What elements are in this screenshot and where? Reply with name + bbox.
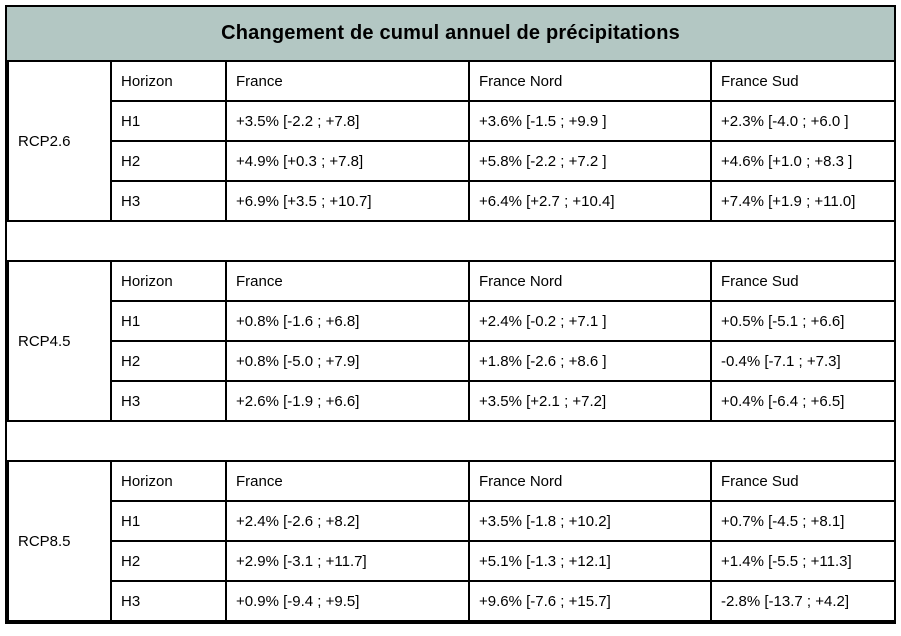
value-cell-france: +0.9% [-9.4 ; +9.5] <box>225 580 470 622</box>
horizon-cell: H2 <box>110 540 227 582</box>
column-header-france-nord: France Nord <box>468 460 712 502</box>
value-cell-france-sud: -0.4% [-7.1 ; +7.3] <box>710 340 896 382</box>
data-row: H3 +6.9% [+3.5 ; +10.7] +6.4% [+2.7 ; +10.… <box>8 180 896 222</box>
value-cell-france-sud: +4.6% [+1.0 ; +8.3 ] <box>710 140 896 182</box>
precipitation-change-table: Changement de cumul annuel de précipitat… <box>5 5 896 624</box>
scenario-table-rcp4-5: RCP4.5 Horizon France France Nord France Sud… <box>7 260 896 422</box>
column-header-france: France <box>225 460 470 502</box>
value-cell-france-nord: +6.4% [+2.7 ; +10.4] <box>468 180 712 222</box>
horizon-cell: H1 <box>110 500 227 542</box>
value-cell-france: +2.6% [-1.9 ; +6.6] <box>225 380 470 422</box>
section-gap <box>7 422 894 460</box>
scenario-table-rcp2-6: RCP2.6 Horizon France France Nord France Sud… <box>7 60 896 222</box>
data-row: H2 +2.9% [-3.1 ; +11.7] +5.1% [-1.3 ; +12.… <box>8 540 896 582</box>
data-row: H2 +0.8% [-5.0 ; +7.9] +1.8% [-2.6 ; +8.6 … <box>8 340 896 382</box>
value-cell-france-sud: +7.4% [+1.9 ; +11.0] <box>710 180 896 222</box>
horizon-cell: H2 <box>110 140 227 182</box>
scenario-label: RCP8.5 <box>7 460 112 622</box>
value-cell-france: +3.5% [-2.2 ; +7.8] <box>225 100 470 142</box>
data-row: H1 +2.4% [-2.6 ; +8.2] +3.5% [-1.8 ; +10.2… <box>8 500 896 542</box>
value-cell-france-sud: -2.8% [-13.7 ; +4.2] <box>710 580 896 622</box>
column-header-france-sud: France Sud <box>710 460 896 502</box>
value-cell-france: +0.8% [-5.0 ; +7.9] <box>225 340 470 382</box>
data-row: H3 +2.6% [-1.9 ; +6.6] +3.5% [+2.1 ; +7.2]… <box>8 380 896 422</box>
horizon-cell: H1 <box>110 300 227 342</box>
column-header-france-nord: France Nord <box>468 60 712 102</box>
data-row: H3 +0.9% [-9.4 ; +9.5] +9.6% [-7.6 ; +15.7… <box>8 580 896 622</box>
value-cell-france-nord: +3.5% [-1.8 ; +10.2] <box>468 500 712 542</box>
value-cell-france-nord: +2.4% [-0.2 ; +7.1 ] <box>468 300 712 342</box>
horizon-cell: H3 <box>110 580 227 622</box>
column-header-france-sud: France Sud <box>710 60 896 102</box>
scenario-table-rcp8-5: RCP8.5 Horizon France France Nord France Sud… <box>7 460 896 622</box>
column-header-france-nord: France Nord <box>468 260 712 302</box>
scenario-label: RCP4.5 <box>7 260 112 422</box>
value-cell-france-sud: +2.3% [-4.0 ; +6.0 ] <box>710 100 896 142</box>
horizon-cell: H2 <box>110 340 227 382</box>
column-header-horizon: Horizon <box>110 460 227 502</box>
header-row: RCP4.5 Horizon France France Nord France Sud <box>7 260 896 422</box>
value-cell-france-sud: +0.7% [-4.5 ; +8.1] <box>710 500 896 542</box>
sections-container: RCP2.6 Horizon France France Nord France Sud… <box>7 60 896 622</box>
table-title: Changement de cumul annuel de précipitat… <box>7 7 894 60</box>
horizon-cell: H3 <box>110 380 227 422</box>
value-cell-france: +4.9% [+0.3 ; +7.8] <box>225 140 470 182</box>
value-cell-france: +2.4% [-2.6 ; +8.2] <box>225 500 470 542</box>
value-cell-france: +6.9% [+3.5 ; +10.7] <box>225 180 470 222</box>
column-header-france: France <box>225 60 470 102</box>
column-header-horizon: Horizon <box>110 60 227 102</box>
value-cell-france-nord: +5.1% [-1.3 ; +12.1] <box>468 540 712 582</box>
value-cell-france-sud: +1.4% [-5.5 ; +11.3] <box>710 540 896 582</box>
horizon-cell: H3 <box>110 180 227 222</box>
column-header-france: France <box>225 260 470 302</box>
data-row: H1 +3.5% [-2.2 ; +7.8] +3.6% [-1.5 ; +9.9 … <box>8 100 896 142</box>
value-cell-france-sud: +0.4% [-6.4 ; +6.5] <box>710 380 896 422</box>
value-cell-france: +2.9% [-3.1 ; +11.7] <box>225 540 470 582</box>
header-row: RCP2.6 Horizon France France Nord France Sud <box>7 60 896 222</box>
value-cell-france-nord: +9.6% [-7.6 ; +15.7] <box>468 580 712 622</box>
column-header-france-sud: France Sud <box>710 260 896 302</box>
data-row: H1 +0.8% [-1.6 ; +6.8] +2.4% [-0.2 ; +7.1 … <box>8 300 896 342</box>
value-cell-france-nord: +3.5% [+2.1 ; +7.2] <box>468 380 712 422</box>
column-header-horizon: Horizon <box>110 260 227 302</box>
value-cell-france-nord: +1.8% [-2.6 ; +8.6 ] <box>468 340 712 382</box>
data-row: H2 +4.9% [+0.3 ; +7.8] +5.8% [-2.2 ; +7.2 … <box>8 140 896 182</box>
scenario-label: RCP2.6 <box>7 60 112 222</box>
value-cell-france: +0.8% [-1.6 ; +6.8] <box>225 300 470 342</box>
header-row: RCP8.5 Horizon France France Nord France Sud <box>7 460 896 622</box>
value-cell-france-nord: +5.8% [-2.2 ; +7.2 ] <box>468 140 712 182</box>
value-cell-france-nord: +3.6% [-1.5 ; +9.9 ] <box>468 100 712 142</box>
section-gap <box>7 222 894 260</box>
value-cell-france-sud: +0.5% [-5.1 ; +6.6] <box>710 300 896 342</box>
horizon-cell: H1 <box>110 100 227 142</box>
